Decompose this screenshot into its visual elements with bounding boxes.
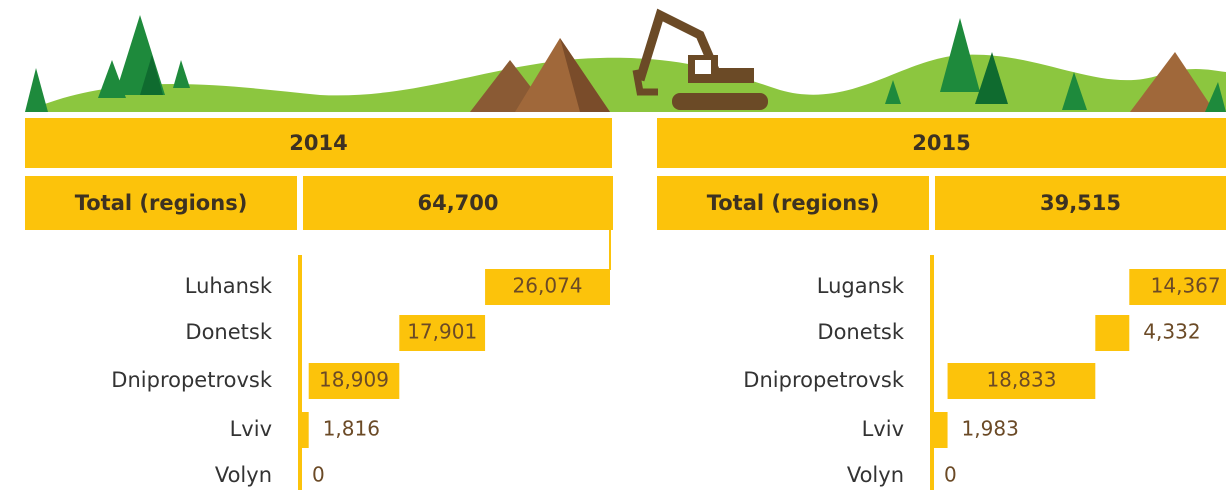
region-label: Dnipropetrovsk [743,368,905,392]
value-label: 4,332 [1143,320,1200,344]
region-label: Donetsk [185,320,272,344]
value-label: 0 [944,463,957,487]
landscape [25,15,1226,112]
region-label: Lugansk [817,274,905,298]
total-value: 64,700 [417,191,498,215]
region-label: Luhansk [185,274,273,298]
value-label: 26,074 [513,274,583,298]
total-label: Total (regions) [707,191,880,215]
region-label: Volyn [215,463,272,487]
total-value: 39,515 [1040,191,1121,215]
region-label: Dnipropetrovsk [111,368,273,392]
panel-title: 2014 [289,131,347,155]
panel-title: 2015 [912,131,970,155]
total-label: Total (regions) [75,191,248,215]
value-label: 18,909 [319,368,389,392]
value-label: 0 [312,463,325,487]
region-label: Lviv [230,417,272,441]
bar [1095,315,1129,351]
value-label: 17,901 [407,320,477,344]
region-label: Lviv [862,417,904,441]
value-label: 14,367 [1151,274,1221,298]
value-label: 1,983 [962,417,1019,441]
bar [932,412,948,448]
value-label: 18,833 [986,368,1056,392]
infographic: 2014 Total (regions) 64,700 Luhansk 26,074 Do… [0,0,1226,493]
value-label: 1,816 [323,417,380,441]
region-label: Volyn [847,463,904,487]
region-label: Donetsk [817,320,904,344]
bar [300,412,309,448]
